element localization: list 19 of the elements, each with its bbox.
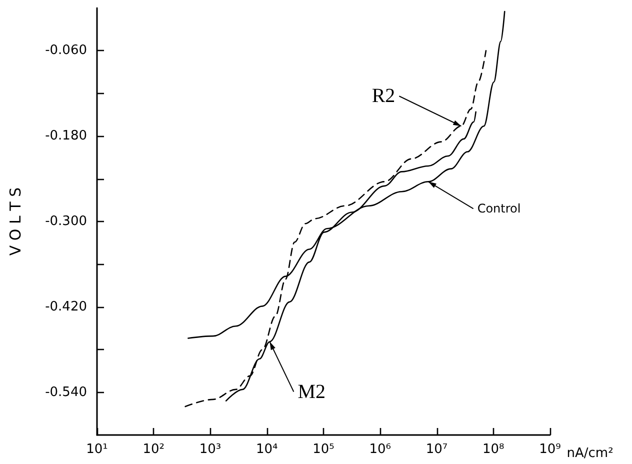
x-tick-label: 10¹ bbox=[86, 442, 108, 457]
y-tick-label: -0.420 bbox=[45, 299, 87, 314]
x-tick-label: 10² bbox=[142, 442, 165, 457]
y-tick-label: -0.060 bbox=[45, 43, 87, 58]
x-tick-label: 10⁷ bbox=[426, 442, 448, 457]
annotation: Control bbox=[477, 202, 521, 216]
x-tick-label: 10⁴ bbox=[256, 442, 278, 457]
y-tick-label: -0.300 bbox=[45, 214, 87, 229]
x-tick-label: 10³ bbox=[199, 442, 222, 457]
annotation: M2 bbox=[298, 380, 326, 403]
y-tick-label: -0.540 bbox=[45, 384, 87, 400]
x-tick-label: 10⁸ bbox=[482, 442, 504, 457]
x-axis-title: nA/cm² bbox=[566, 446, 614, 461]
y-tick-label: -0.180 bbox=[45, 128, 87, 144]
x-tick-label: 10⁵ bbox=[312, 442, 334, 457]
x-tick-label: 10⁹ bbox=[539, 442, 561, 457]
y-axis-title: V O L T S bbox=[6, 187, 24, 256]
annotation: R2 bbox=[372, 85, 396, 108]
x-tick-label: 10⁶ bbox=[369, 442, 392, 457]
